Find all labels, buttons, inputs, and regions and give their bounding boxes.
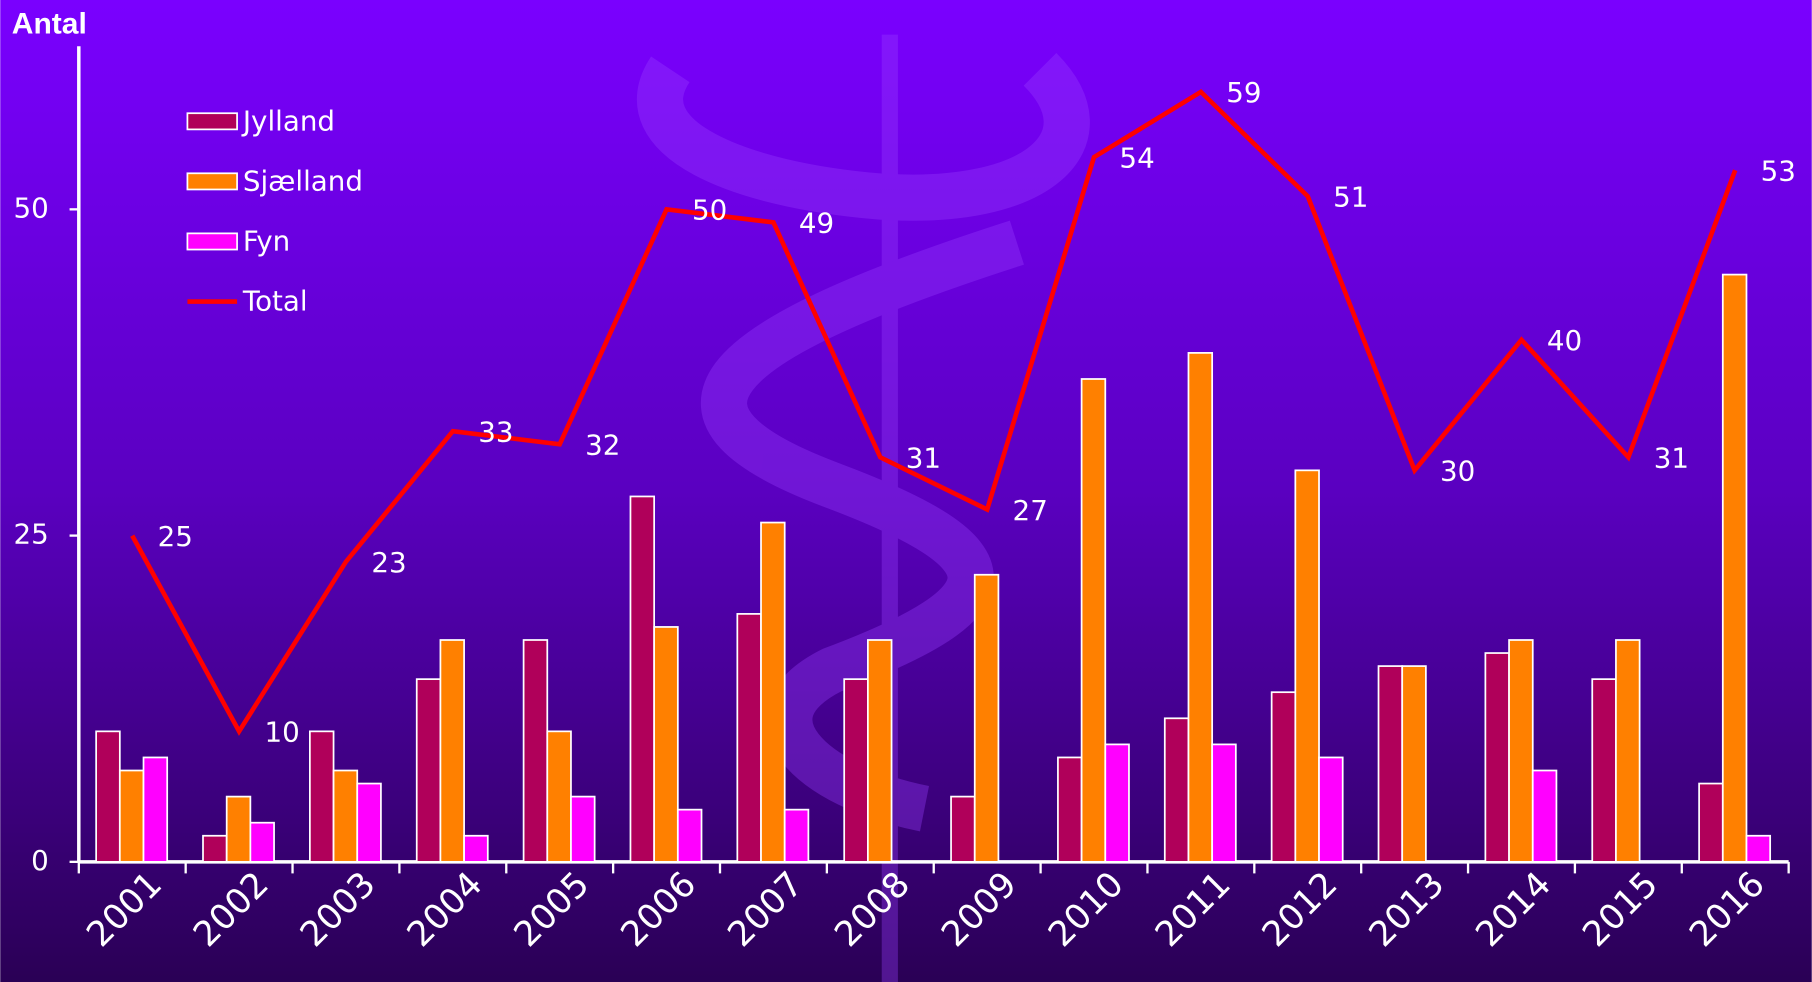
legend-label: Sjælland	[243, 165, 363, 198]
data-label: 25	[158, 520, 193, 553]
bar	[570, 795, 596, 863]
bar	[1698, 782, 1724, 863]
bar	[249, 821, 275, 863]
data-label: 30	[1440, 455, 1475, 488]
data-label: 53	[1761, 154, 1796, 187]
legend-swatch	[186, 232, 238, 251]
bar	[1721, 273, 1748, 863]
bar	[1615, 639, 1641, 863]
y-axis-label: Antal	[12, 7, 87, 40]
data-label: 23	[371, 546, 406, 579]
bar	[1508, 639, 1534, 863]
bar	[439, 639, 465, 863]
data-label: 33	[478, 416, 513, 449]
total-line	[130, 88, 1738, 736]
bar	[522, 639, 549, 863]
bar	[736, 613, 762, 863]
bar	[783, 808, 810, 863]
data-label: 49	[799, 207, 834, 240]
bar	[950, 795, 976, 863]
legend-label: Jylland	[241, 104, 335, 137]
bar	[463, 834, 489, 863]
data-label: 40	[1547, 324, 1582, 357]
data-label: 31	[906, 442, 941, 475]
bar	[1377, 665, 1404, 863]
bar	[202, 834, 228, 863]
bar	[676, 808, 703, 863]
bar	[629, 495, 656, 863]
bar	[1163, 717, 1190, 863]
bar	[1401, 665, 1427, 863]
bar	[1104, 743, 1130, 863]
bar	[332, 769, 359, 863]
bar	[356, 782, 382, 863]
data-label: 54	[1119, 141, 1154, 174]
y-tick-label: 50	[13, 191, 48, 224]
y-tick-label: 25	[13, 518, 48, 551]
bar	[142, 756, 169, 863]
bar	[1745, 834, 1772, 863]
legend-label: Total	[242, 285, 308, 318]
data-label: 51	[1333, 181, 1368, 214]
bar	[1080, 378, 1107, 863]
bar	[973, 573, 1000, 863]
bar	[225, 795, 252, 863]
bar	[1294, 469, 1320, 863]
bar	[1270, 691, 1297, 863]
y-tick-label: 0	[31, 844, 49, 877]
legend-swatch	[186, 172, 238, 191]
bar	[1187, 352, 1214, 863]
data-label: 59	[1226, 76, 1261, 109]
bar	[1211, 743, 1237, 863]
bar	[653, 626, 679, 863]
data-label: 31	[1654, 442, 1689, 475]
data-label: 27	[1013, 494, 1048, 527]
legend-label: Fyn	[243, 225, 290, 258]
bar	[1057, 756, 1083, 863]
data-label: 10	[265, 716, 300, 749]
bar	[309, 730, 335, 863]
data-label: 32	[585, 429, 620, 462]
bar	[118, 769, 145, 863]
bar	[1591, 678, 1617, 863]
bar	[843, 678, 869, 863]
bar	[1318, 756, 1344, 863]
bar	[95, 730, 121, 863]
bar	[415, 678, 442, 863]
bar	[760, 521, 786, 863]
bar	[867, 639, 893, 863]
bar	[1484, 652, 1510, 863]
bar	[546, 730, 572, 863]
data-label: 50	[692, 194, 727, 227]
legend-swatch	[186, 112, 238, 131]
bar	[1531, 769, 1558, 863]
